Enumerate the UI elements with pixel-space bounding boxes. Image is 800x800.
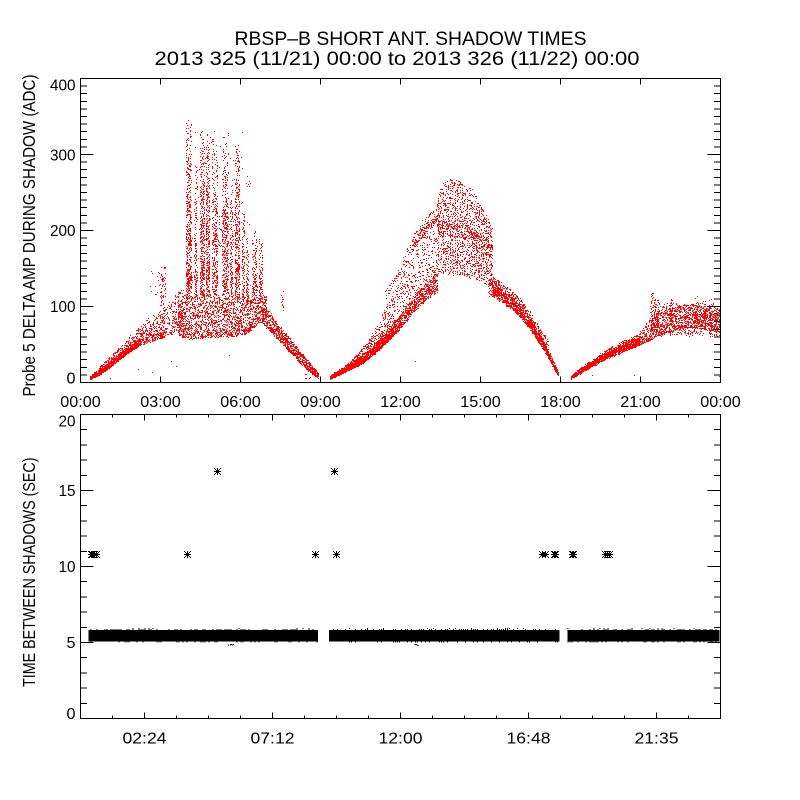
svg-text:300: 300 [50,148,76,165]
svg-text:21:00: 21:00 [620,394,661,411]
svg-text:02:24: 02:24 [123,731,167,748]
svg-text:10: 10 [59,559,76,576]
svg-text:0: 0 [67,371,76,388]
svg-text:00:00: 00:00 [60,394,101,411]
svg-text:RBSP–B SHORT ANT. SHADOW TIMES: RBSP–B SHORT ANT. SHADOW TIMES [235,28,587,50]
svg-text:12:00: 12:00 [379,731,423,748]
svg-text:400: 400 [50,78,76,95]
svg-text:12:00: 12:00 [380,394,421,411]
svg-text:20: 20 [59,414,76,431]
svg-text:03:00: 03:00 [140,394,181,411]
svg-text:5: 5 [67,635,76,652]
svg-text:09:00: 09:00 [300,394,341,411]
svg-text:0: 0 [67,706,76,723]
svg-text:21:35: 21:35 [635,731,679,748]
svg-text:07:12: 07:12 [251,731,295,748]
svg-text:06:00: 06:00 [220,394,261,411]
svg-text:18:00: 18:00 [540,394,581,411]
svg-text:16:48: 16:48 [507,731,551,748]
svg-text:15:00: 15:00 [460,394,501,411]
svg-text:200: 200 [50,223,76,240]
svg-text:00:00: 00:00 [700,394,741,411]
svg-text:15: 15 [59,483,76,500]
svg-text:Probe 5 DELTA AMP DURING SHADO: Probe 5 DELTA AMP DURING SHADOW (ADC) [19,75,39,397]
svg-text:TIME BETWEEN SHADOWS (SEC): TIME BETWEEN SHADOWS (SEC) [19,458,39,688]
svg-text:2013 325 (11/21) 00:00 to 2013: 2013 325 (11/21) 00:00 to 2013 326 (11/2… [155,48,640,70]
svg-text:100: 100 [50,299,76,316]
